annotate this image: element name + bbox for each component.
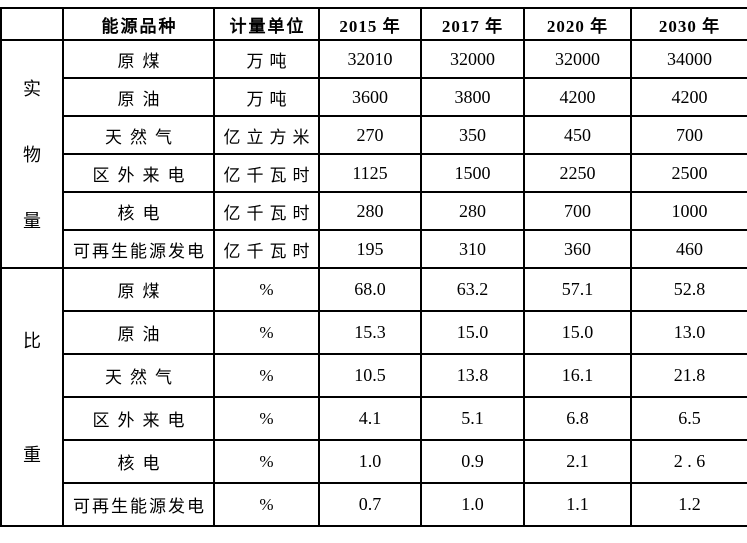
row-label-cell: 原油 bbox=[62, 77, 215, 117]
value-cell: 700 bbox=[523, 191, 632, 231]
value-cell: 10.5 bbox=[318, 353, 422, 398]
table-row: 可再生能源发电 亿千瓦时 195 310 360 460 bbox=[1, 229, 747, 269]
value-cell: 460 bbox=[630, 229, 747, 269]
value-cell: 3600 bbox=[318, 77, 422, 117]
unit-cell: % bbox=[213, 267, 320, 312]
row-label-cell: 原煤 bbox=[62, 267, 215, 312]
value-cell: 57.1 bbox=[523, 267, 632, 312]
value-cell: 4.1 bbox=[318, 396, 422, 441]
value-cell: 15.0 bbox=[420, 310, 525, 355]
header-year-2030: 2030 年 bbox=[630, 7, 747, 41]
value-cell: 4200 bbox=[523, 77, 632, 117]
table-body: 实物量原煤 万吨 32010 32000 32000 34000 原油 万吨 3600 3800 4… bbox=[0, 39, 747, 527]
table-row: 区外来电% 4.1 5.1 6.8 6.5 bbox=[1, 396, 747, 441]
value-cell: 2.1 bbox=[523, 439, 632, 484]
table-row: 天然气 亿立方米 270 350 450 700 bbox=[1, 115, 747, 155]
row-label-cell: 核电 bbox=[62, 439, 215, 484]
value-cell: 13.0 bbox=[630, 310, 747, 355]
value-cell: 6.8 bbox=[523, 396, 632, 441]
group-label-cell: 实物量 bbox=[0, 39, 64, 269]
value-cell: 2 . 6 bbox=[630, 439, 747, 484]
value-cell: 1.0 bbox=[420, 482, 525, 527]
row-label-cell: 核电 bbox=[62, 191, 215, 231]
unit-cell: 亿千瓦时 bbox=[213, 191, 320, 231]
value-cell: 3800 bbox=[420, 77, 525, 117]
table-row: 实物量原煤 万吨 32010 32000 32000 34000 bbox=[0, 39, 747, 269]
value-cell: 1000 bbox=[630, 191, 747, 231]
value-cell: 52.8 bbox=[630, 267, 747, 312]
table-row: 可再生能源发电% 0.7 1.0 1.1 1.2 bbox=[1, 482, 747, 527]
unit-cell: % bbox=[213, 482, 320, 527]
value-cell: 280 bbox=[318, 191, 422, 231]
value-cell: 68.0 bbox=[318, 267, 422, 312]
value-cell: 1125 bbox=[318, 153, 422, 193]
row-label-cell: 可再生能源发电 bbox=[62, 229, 215, 269]
value-cell: 0.9 bbox=[420, 439, 525, 484]
row-label-cell: 原油 bbox=[62, 310, 215, 355]
header-unit: 计量单位 bbox=[213, 7, 320, 41]
value-cell: 1.1 bbox=[523, 482, 632, 527]
value-cell: 1500 bbox=[420, 153, 525, 193]
unit-cell: 亿立方米 bbox=[213, 115, 320, 155]
table-row: 区外来电 亿千瓦时 1125 1500 2250 2500 bbox=[1, 153, 747, 193]
table-row: 核电% 1.0 0.9 2.1 2 . 6 bbox=[1, 439, 747, 484]
table-row: 比重原煤% 68.0 63.2 57.1 52.8 bbox=[0, 267, 747, 527]
table-row: 原油% 15.3 15.0 15.0 13.0 bbox=[1, 310, 747, 355]
value-cell: 360 bbox=[523, 229, 632, 269]
value-cell: 21.8 bbox=[630, 353, 747, 398]
unit-cell: 亿千瓦时 bbox=[213, 229, 320, 269]
value-cell: 270 bbox=[318, 115, 422, 155]
header-year-2020: 2020 年 bbox=[523, 7, 632, 41]
value-cell: 350 bbox=[420, 115, 525, 155]
value-cell: 15.0 bbox=[523, 310, 632, 355]
unit-cell: % bbox=[213, 310, 320, 355]
value-cell: 34000 bbox=[630, 39, 747, 79]
value-cell: 13.8 bbox=[420, 353, 525, 398]
unit-cell: 万吨 bbox=[213, 77, 320, 117]
value-cell: 16.1 bbox=[523, 353, 632, 398]
value-cell: 700 bbox=[630, 115, 747, 155]
value-cell: 5.1 bbox=[420, 396, 525, 441]
unit-cell: 亿千瓦时 bbox=[213, 153, 320, 193]
header-year-2015: 2015 年 bbox=[318, 7, 422, 41]
header-corner-cell bbox=[0, 7, 64, 41]
row-label-cell: 区外来电 bbox=[62, 396, 215, 441]
unit-cell: % bbox=[213, 353, 320, 398]
value-cell: 1.2 bbox=[630, 482, 747, 527]
table-row: 天然气% 10.5 13.8 16.1 21.8 bbox=[1, 353, 747, 398]
row-label-cell: 可再生能源发电 bbox=[62, 482, 215, 527]
table-row: 原油 万吨 3600 3800 4200 4200 bbox=[1, 77, 747, 117]
row-label-cell: 原煤 bbox=[62, 39, 215, 79]
value-cell: 6.5 bbox=[630, 396, 747, 441]
value-cell: 15.3 bbox=[318, 310, 422, 355]
unit-cell: % bbox=[213, 396, 320, 441]
value-cell: 310 bbox=[420, 229, 525, 269]
value-cell: 2500 bbox=[630, 153, 747, 193]
value-cell: 63.2 bbox=[420, 267, 525, 312]
table-row: 核电 亿千瓦时 280 280 700 1000 bbox=[1, 191, 747, 231]
unit-cell: 万吨 bbox=[213, 39, 320, 79]
value-cell: 2250 bbox=[523, 153, 632, 193]
header-row: 能源品种 计量单位 2015 年 2017 年 2020 年 2030 年 bbox=[0, 7, 747, 41]
value-cell: 195 bbox=[318, 229, 422, 269]
value-cell: 32000 bbox=[523, 39, 632, 79]
value-cell: 1.0 bbox=[318, 439, 422, 484]
value-cell: 280 bbox=[420, 191, 525, 231]
row-label-cell: 天然气 bbox=[62, 353, 215, 398]
value-cell: 450 bbox=[523, 115, 632, 155]
row-label-cell: 区外来电 bbox=[62, 153, 215, 193]
energy-data-table: 能源品种 计量单位 2015 年 2017 年 2020 年 2030 年 实物… bbox=[0, 7, 747, 527]
value-cell: 4200 bbox=[630, 77, 747, 117]
value-cell: 32010 bbox=[318, 39, 422, 79]
unit-cell: % bbox=[213, 439, 320, 484]
header-energy-type: 能源品种 bbox=[62, 7, 215, 41]
value-cell: 0.7 bbox=[318, 482, 422, 527]
group-label-cell: 比重 bbox=[0, 267, 64, 527]
row-label-cell: 天然气 bbox=[62, 115, 215, 155]
value-cell: 32000 bbox=[420, 39, 525, 79]
header-year-2017: 2017 年 bbox=[420, 7, 525, 41]
